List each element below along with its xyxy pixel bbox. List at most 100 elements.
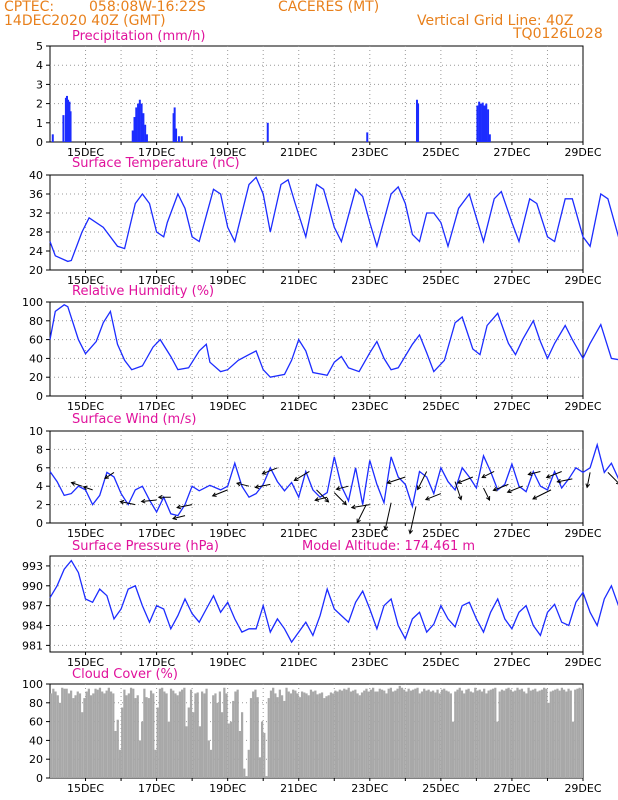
- precip-bar: [62, 115, 65, 142]
- cloud-bar: [136, 695, 139, 778]
- cloud-bar: [547, 702, 550, 778]
- cloud-bar: [205, 688, 208, 778]
- cloud-bar: [83, 698, 86, 778]
- wind-arrow: [71, 482, 83, 487]
- precip-bar: [478, 101, 481, 142]
- cloud-bar: [114, 731, 117, 778]
- cloud-bar: [460, 690, 464, 778]
- plot-frame-3: [49, 430, 584, 524]
- cloud-bar: [149, 690, 153, 778]
- cloud-bar: [314, 690, 317, 778]
- wind-arrow: [409, 506, 417, 534]
- cloud-bar: [129, 687, 133, 778]
- wind-arrowhead: [172, 515, 178, 521]
- humidity-title: Relative Humidity (%): [72, 284, 215, 299]
- cloud-bar: [318, 693, 321, 778]
- ytick-label: 80: [29, 315, 43, 328]
- cloud-bar: [87, 688, 90, 778]
- cloud-bar: [165, 693, 168, 778]
- ytick-label: 100: [22, 678, 43, 691]
- cloud-bar: [67, 693, 70, 778]
- wind-arrowhead: [293, 476, 299, 482]
- ytick-label: 0: [36, 772, 43, 785]
- cloud-bar: [498, 691, 501, 778]
- cloud-bar: [245, 776, 248, 778]
- ytick-label: 1: [36, 117, 43, 130]
- wind-arrowhead: [157, 494, 163, 500]
- cloud-bar: [476, 690, 479, 778]
- cloud-bar: [76, 691, 79, 778]
- header-coords: 058:08W-16:22S: [89, 0, 206, 15]
- cloud-bar: [214, 693, 217, 778]
- cloud-bar: [243, 768, 246, 778]
- xtick-label: 27DEC: [493, 782, 530, 795]
- cloud-bar: [343, 688, 346, 778]
- wind-arrowhead: [119, 499, 125, 505]
- ytick-label: 10: [29, 425, 43, 438]
- cloud-bar: [340, 690, 344, 778]
- wind-arrowhead: [335, 486, 341, 491]
- cloud-bar: [420, 691, 424, 778]
- wind-arrow: [546, 471, 562, 478]
- wind-arrow: [356, 504, 367, 523]
- wind-arrowhead: [492, 486, 498, 492]
- cloud-bar: [161, 687, 164, 778]
- cloud-bar: [141, 721, 144, 778]
- cloud-bar: [249, 698, 253, 778]
- cloud-bar: [471, 692, 475, 778]
- xtick-label: 29DEC: [564, 146, 601, 159]
- cloud-bar: [496, 721, 499, 778]
- cloud-bar: [445, 690, 448, 778]
- cloud-bar: [107, 687, 110, 778]
- wind-arrowhead: [383, 525, 389, 531]
- xtick-label: 27DEC: [493, 274, 530, 287]
- precip-bar: [142, 113, 145, 142]
- xtick-label: 17DEC: [138, 527, 175, 540]
- xtick-label: 23DEC: [351, 400, 388, 413]
- xtick-label: 29DEC: [564, 782, 601, 795]
- xtick-label: 17DEC: [138, 656, 175, 669]
- cloud-bar: [216, 702, 219, 778]
- precip-bar: [479, 103, 482, 142]
- cloud-bar: [267, 698, 270, 778]
- wind-arrowhead: [104, 474, 109, 479]
- wind-arrowhead: [342, 500, 348, 506]
- cloud-bar: [201, 691, 204, 778]
- cloud-bar: [527, 687, 530, 778]
- wind-arrow: [333, 492, 347, 505]
- xtick-label: 17DEC: [138, 400, 175, 413]
- precip-bar: [133, 117, 136, 142]
- cloud-bar: [323, 698, 326, 778]
- cloud-bar: [429, 691, 432, 778]
- plot-frame-0: [49, 45, 584, 143]
- cloud-bar: [449, 693, 452, 778]
- cloud-bar: [225, 693, 228, 778]
- cloud-bar: [451, 721, 455, 778]
- cloud-bar: [178, 691, 182, 778]
- cloud-bar: [427, 689, 430, 778]
- cloud-bar: [483, 688, 486, 778]
- cloud-bar: [474, 687, 477, 778]
- cloud-bar: [63, 688, 66, 778]
- wind-arrow: [425, 493, 442, 501]
- cloud-bar: [438, 693, 441, 778]
- cloud-bar: [418, 693, 421, 778]
- cloud-bar: [289, 693, 293, 778]
- wind-arrowhead: [140, 498, 146, 504]
- cloud-bar: [218, 691, 222, 778]
- wind-arrowhead: [532, 495, 538, 500]
- wind-arrow: [483, 487, 490, 501]
- cloud-bar: [443, 688, 446, 778]
- cloud-bar: [571, 721, 575, 778]
- xtick-label: 21DEC: [280, 782, 317, 795]
- series-line: [49, 176, 618, 263]
- cloud-bar: [105, 690, 108, 778]
- cloud-bar: [531, 689, 535, 778]
- cloud-bar: [365, 688, 368, 778]
- cloud-bar: [263, 732, 266, 778]
- cloud-bar: [269, 690, 273, 778]
- cloud-bar: [50, 693, 53, 778]
- cloud-bar: [138, 740, 142, 778]
- wind-arrowhead: [314, 497, 320, 502]
- xtick-label: 19DEC: [209, 146, 246, 159]
